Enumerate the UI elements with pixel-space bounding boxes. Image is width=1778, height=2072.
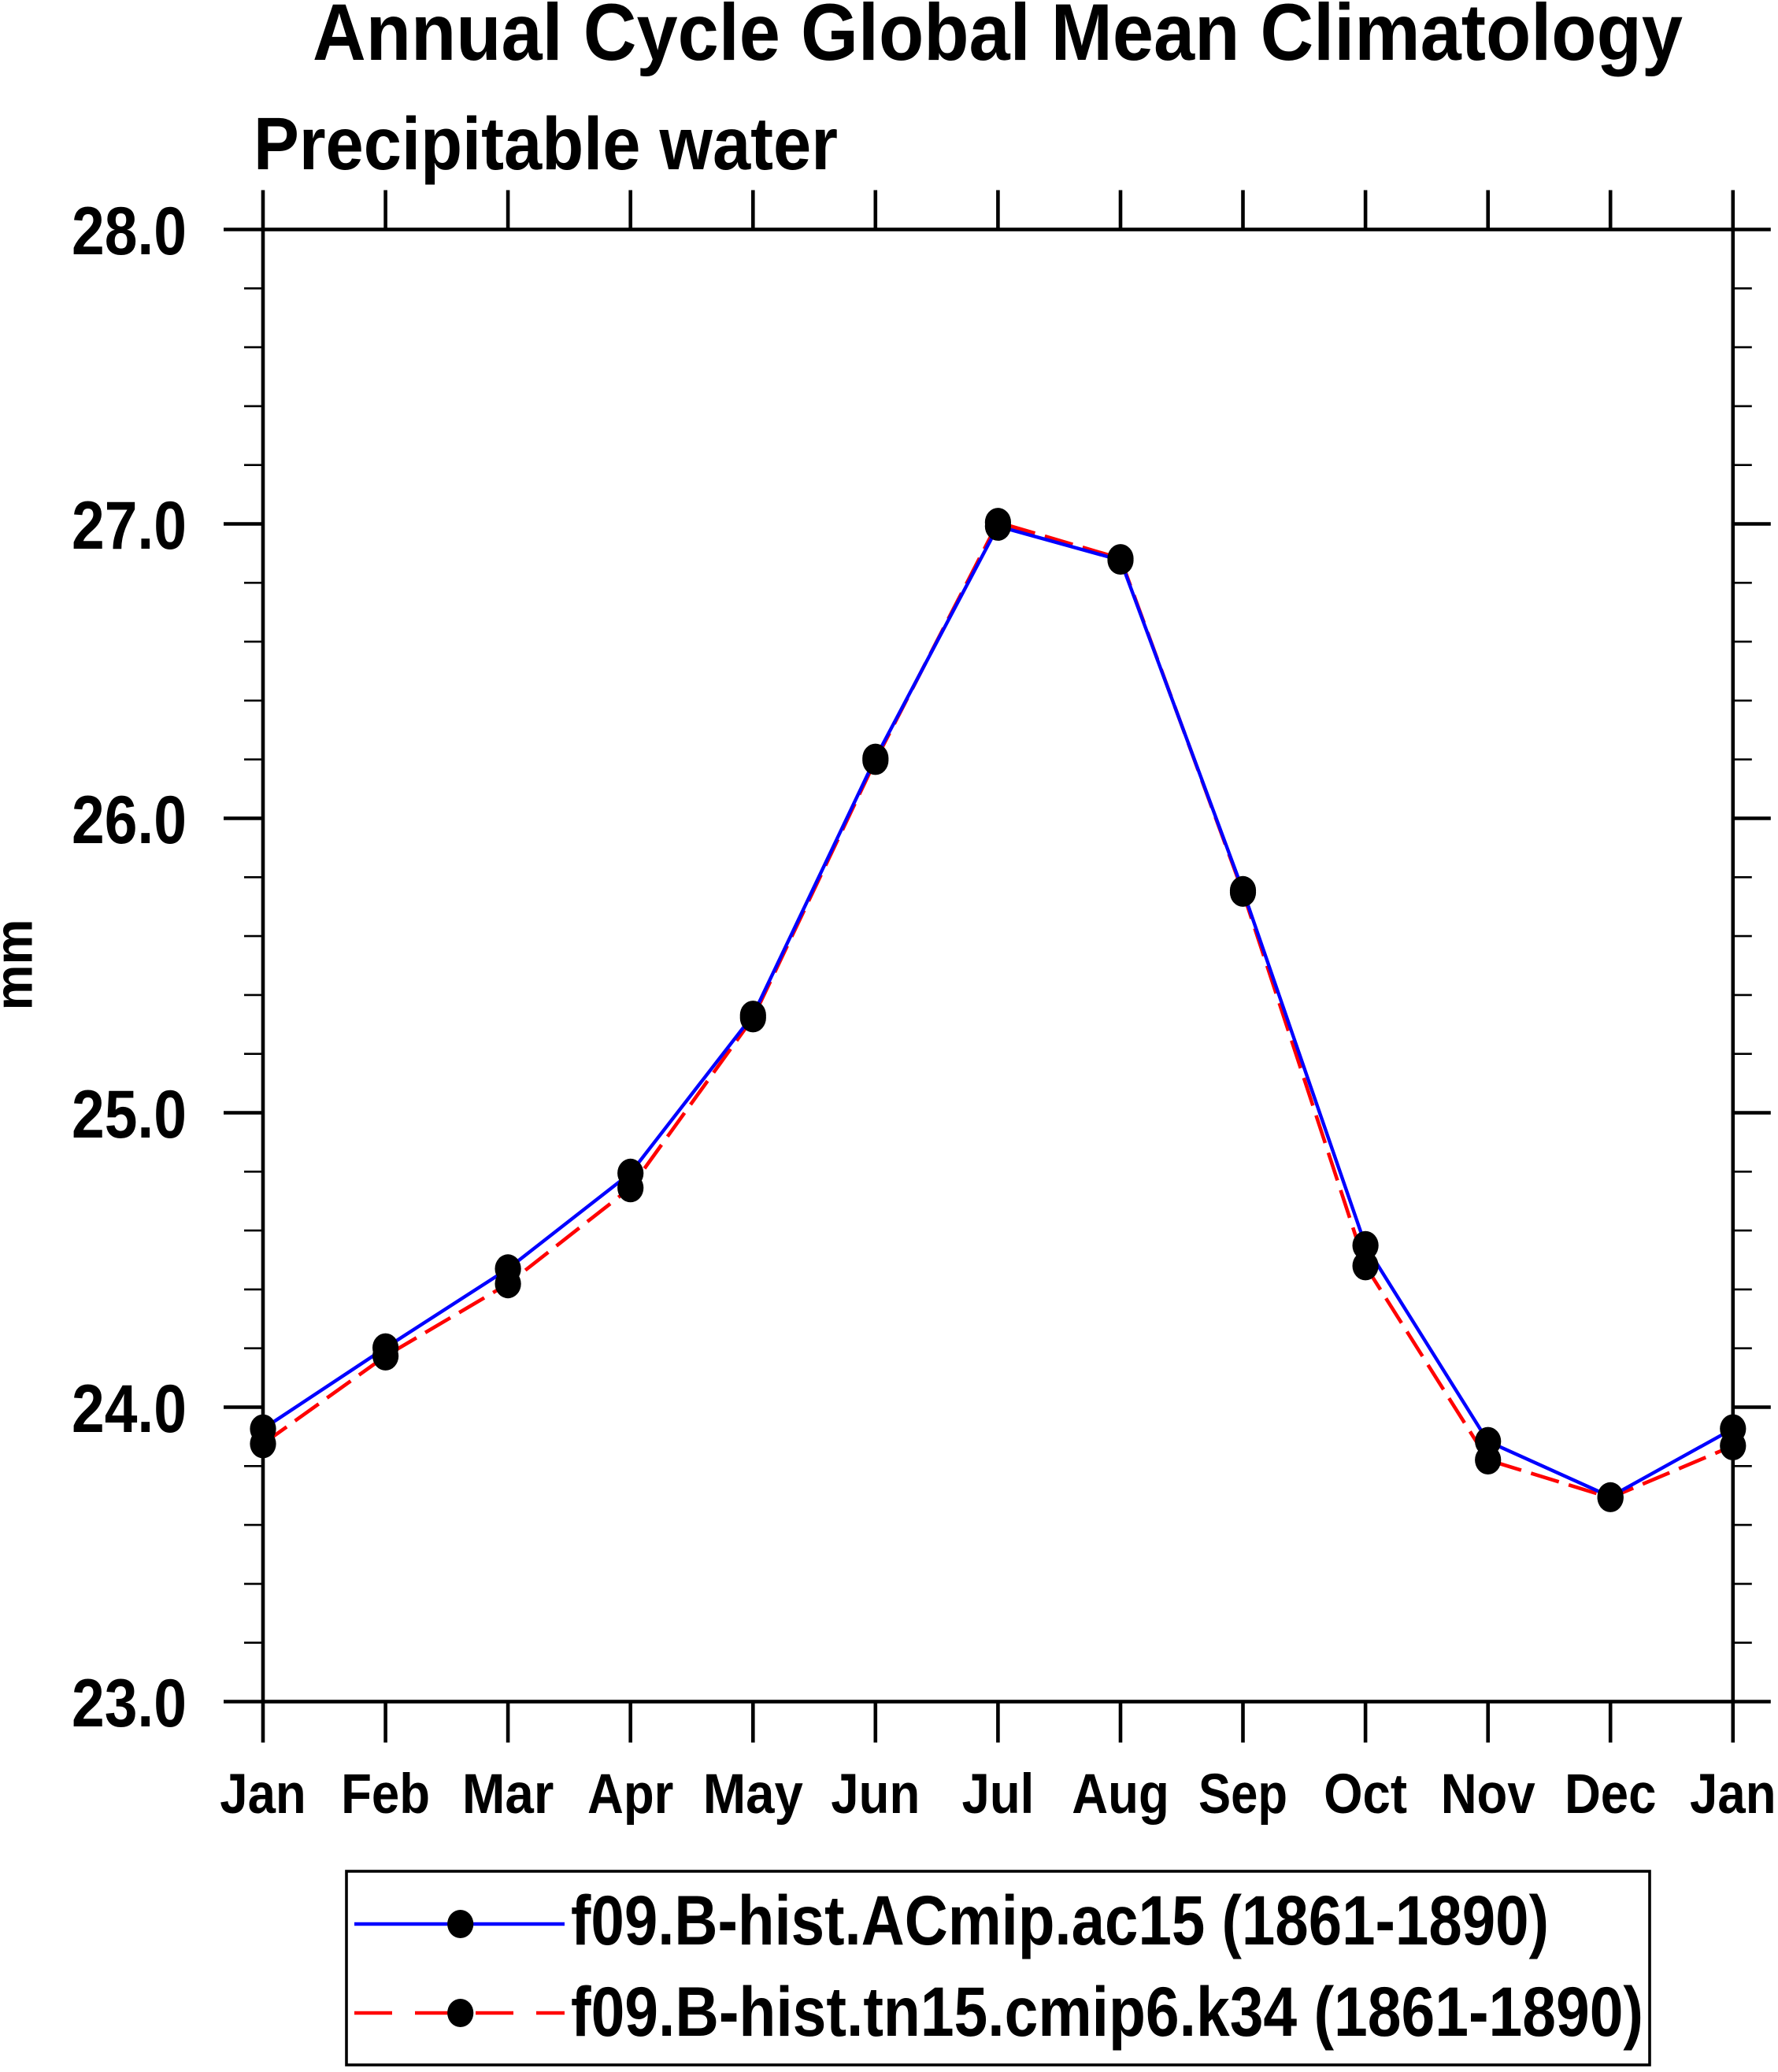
svg-text:f09.B-hist.ACmip.ac15 (1861-18: f09.B-hist.ACmip.ac15 (1861-1890) [571,1881,1549,1959]
svg-text:27.0: 27.0 [72,488,187,564]
svg-text:May: May [703,1763,804,1826]
svg-text:Sep: Sep [1198,1763,1287,1826]
svg-text:Oct: Oct [1324,1763,1407,1826]
svg-text:mm: mm [0,919,44,1011]
svg-text:Annual Cycle Global Mean Clima: Annual Cycle Global Mean Climatology [313,0,1683,77]
svg-text:Apr: Apr [587,1763,673,1826]
svg-text:Precipitable water: Precipitable water [254,102,838,186]
svg-text:Jan: Jan [220,1763,306,1826]
svg-text:Nov: Nov [1441,1763,1535,1826]
svg-text:Jan: Jan [1690,1763,1776,1826]
svg-text:28.0: 28.0 [72,194,187,269]
svg-text:26.0: 26.0 [72,783,187,858]
svg-text:25.0: 25.0 [72,1077,187,1153]
svg-text:Dec: Dec [1565,1763,1657,1826]
svg-text:Jul: Jul [962,1763,1035,1826]
svg-text:24.0: 24.0 [72,1371,187,1447]
svg-text:23.0: 23.0 [72,1666,187,1741]
svg-text:Jun: Jun [831,1763,920,1826]
svg-text:Feb: Feb [341,1763,430,1826]
svg-text:Mar: Mar [462,1763,554,1826]
svg-text:f09.B-hist.tn15.cmip6.k34 (186: f09.B-hist.tn15.cmip6.k34 (1861-1890) [571,1972,1643,2051]
svg-text:Aug: Aug [1072,1763,1169,1826]
